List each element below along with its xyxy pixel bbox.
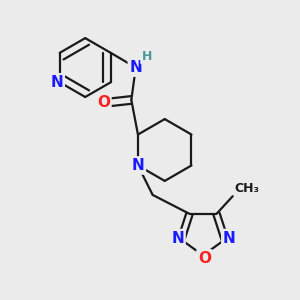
Text: N: N (50, 75, 63, 90)
Text: N: N (129, 60, 142, 75)
Text: N: N (223, 231, 236, 246)
Text: N: N (171, 231, 184, 246)
Text: O: O (198, 251, 211, 266)
Text: N: N (132, 158, 144, 173)
Text: CH₃: CH₃ (234, 182, 259, 195)
Text: O: O (97, 95, 110, 110)
Text: H: H (142, 50, 152, 63)
